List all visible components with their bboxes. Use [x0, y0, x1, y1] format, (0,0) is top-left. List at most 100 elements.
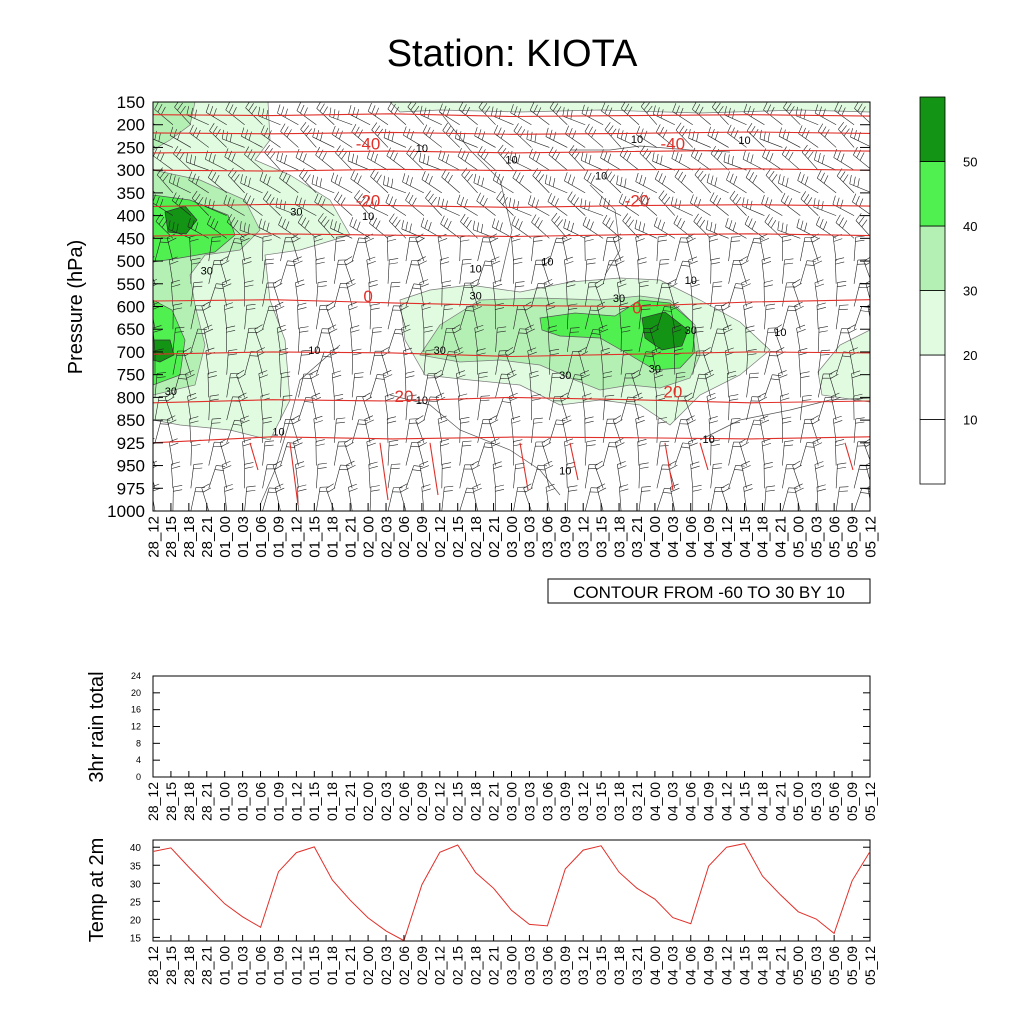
- speed-contour-label: 10: [774, 327, 786, 339]
- wind-barb-shaft: [262, 487, 270, 511]
- wind-barb-shaft: [275, 206, 299, 216]
- isotherm-minus-30: [153, 168, 870, 172]
- wind-barb-shaft: [473, 182, 496, 194]
- wind-barb-flag: [759, 415, 769, 420]
- wind-barb-flag: [727, 124, 732, 134]
- wind-barb-shaft: [313, 418, 317, 443]
- wind-barb-flag: [682, 442, 692, 445]
- wind-barb-shaft: [691, 102, 693, 103]
- wind-barb-shaft: [316, 305, 321, 330]
- wind-barb-flag: [191, 220, 195, 229]
- wind-barb-flag: [608, 107, 613, 117]
- wind-barb-shaft: [311, 183, 335, 194]
- wind-barb-flag: [171, 284, 181, 288]
- wind-barb-flag: [236, 369, 245, 376]
- wind-barb-shaft: [279, 177, 299, 194]
- wind-barb-flag: [749, 172, 754, 181]
- wind-barb-shaft: [800, 260, 808, 284]
- wind-barb-flag: [211, 77, 216, 84]
- wind-barb-flag: [316, 130, 320, 139]
- wind-barb-flag: [543, 279, 553, 284]
- wind-barb-shaft: [316, 351, 325, 375]
- wind-barb-shaft: [690, 282, 694, 307]
- wind-barb-shaft: [810, 238, 819, 262]
- wind-barb-flag: [244, 146, 250, 155]
- wind-barb-shaft: [531, 102, 532, 103]
- wind-barb-flag: [458, 102, 464, 110]
- wind-barb-flag: [422, 488, 431, 492]
- wind-barb-flag: [297, 214, 303, 223]
- wind-barb-flag: [411, 85, 415, 93]
- wind-barb-shaft: [835, 328, 842, 353]
- temp-time-tick-label: 02_03: [378, 946, 394, 985]
- wind-barb-flag: [563, 219, 567, 228]
- wind-barb-flag: [597, 487, 607, 493]
- wind-barb-flag: [741, 460, 750, 466]
- wind-barb-flag: [590, 175, 595, 184]
- wind-barb-shaft: [688, 441, 694, 466]
- wind-barb-flag: [697, 152, 703, 162]
- shade-50-left-lower: [153, 339, 175, 363]
- wind-barb-flag: [599, 84, 601, 93]
- wind-barb-shaft: [567, 199, 586, 216]
- wind-barb-flag: [692, 484, 702, 488]
- wind-barb-flag: [269, 84, 273, 92]
- wind-barb-flag: [498, 81, 502, 89]
- wind-barb-flag: [347, 465, 356, 470]
- wind-barb-flag: [672, 103, 677, 112]
- wind-barb-shaft: [153, 297, 156, 307]
- wind-barb-shaft: [616, 282, 622, 307]
- wind-barb-flag: [491, 442, 501, 447]
- wind-barb-flag: [194, 193, 201, 202]
- wind-barb-shaft: [419, 464, 425, 489]
- wind-barb-flag: [238, 392, 247, 398]
- wind-barb-flag: [373, 200, 377, 209]
- wind-barb-flag: [467, 174, 473, 182]
- wind-barb-flag: [676, 371, 686, 374]
- wind-barb-shaft: [800, 419, 806, 443]
- wind-barb-shaft: [226, 221, 245, 239]
- wind-barb-shaft: [492, 464, 496, 489]
- wind-barb-flag: [243, 222, 246, 232]
- wind-barb-shaft: [729, 198, 747, 216]
- wind-barb-shaft: [208, 396, 211, 421]
- wind-barb-flag: [784, 440, 794, 442]
- wind-barb-shaft: [188, 179, 209, 194]
- wind-barb-flag: [464, 152, 469, 162]
- wind-barb-flag: [570, 194, 576, 203]
- wind-barb-flag: [702, 347, 711, 353]
- wind-barb-flag: [745, 169, 751, 178]
- wind-barb-flag: [301, 350, 311, 352]
- wind-barb-flag: [709, 80, 712, 88]
- wind-barb-flag: [656, 107, 660, 117]
- wind-barb-flag: [196, 129, 201, 139]
- wind-barb-flag: [267, 310, 277, 312]
- wind-barb-flag: [350, 170, 355, 179]
- wind-barb-flag: [499, 194, 505, 202]
- wind-barb-flag: [390, 103, 396, 112]
- wind-barb-shaft: [421, 305, 425, 330]
- wind-barb-shaft: [406, 153, 425, 171]
- wind-barb-shaft: [317, 220, 335, 239]
- wind-barb-shaft: [566, 464, 568, 489]
- wind-barb-shaft: [779, 396, 783, 421]
- wind-barb-flag: [842, 174, 849, 183]
- wind-barb-flag: [475, 329, 484, 333]
- wind-barb-flag: [280, 106, 285, 116]
- wind-barb-shaft: [816, 305, 819, 330]
- wind-barb-flag: [796, 218, 800, 228]
- wind-barb-shaft: [492, 179, 514, 194]
- wind-barb-shaft: [851, 373, 855, 398]
- wind-barb-flag: [151, 129, 153, 138]
- temp-time-tick-label: 04_18: [754, 946, 770, 985]
- wind-barb-flag: [400, 487, 409, 493]
- wind-barb-flag: [851, 370, 861, 374]
- wind-barb-flag: [394, 332, 404, 335]
- speed-contour-label: 10: [362, 211, 374, 223]
- speed-contour-label: 10: [308, 345, 320, 357]
- wind-barb-shaft: [208, 442, 215, 466]
- wind-barb-shaft: [584, 131, 604, 148]
- wind-barb-flag: [732, 222, 737, 231]
- wind-barb-flag: [763, 280, 773, 283]
- wind-barb-flag: [277, 324, 286, 329]
